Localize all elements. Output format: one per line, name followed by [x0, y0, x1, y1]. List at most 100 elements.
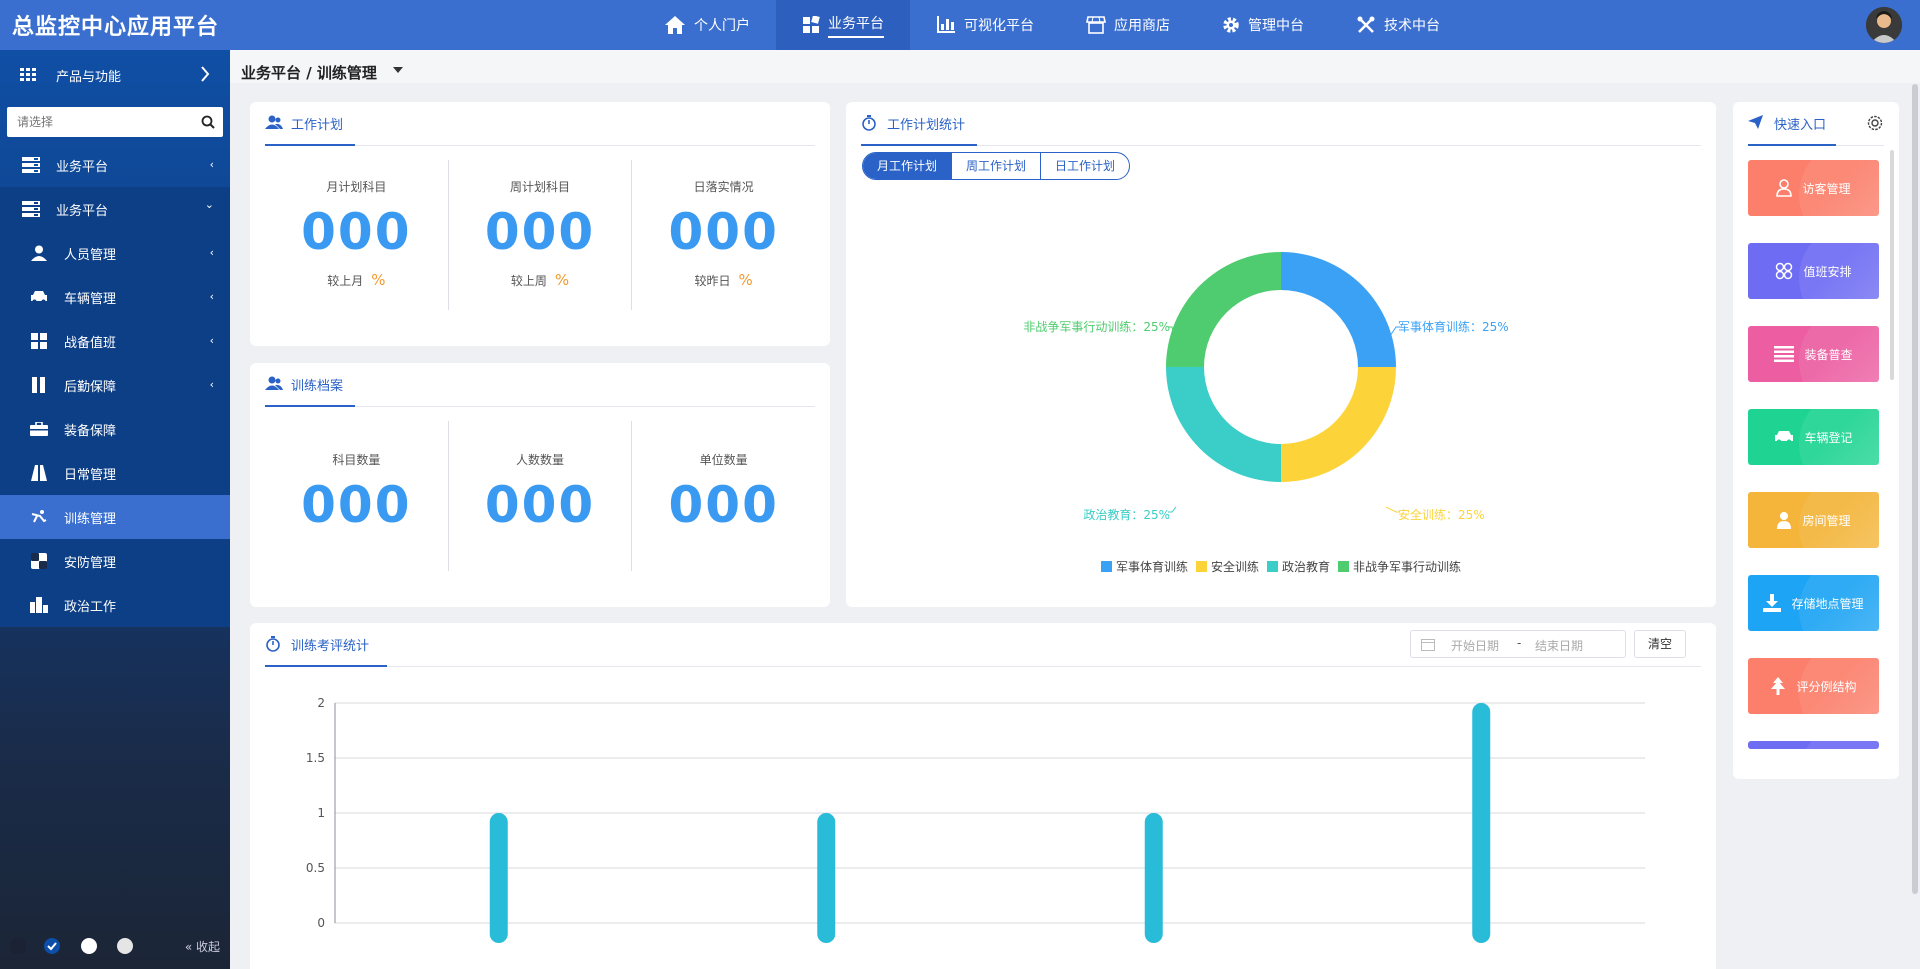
tab-week[interactable]: 周工作计划	[951, 153, 1040, 179]
download-icon	[1763, 594, 1782, 612]
grid-icon	[803, 16, 820, 33]
theme-dot-blue[interactable]	[44, 938, 60, 954]
topnav-portal[interactable]: 个人门户	[638, 0, 776, 50]
clear-button[interactable]: 清空	[1634, 630, 1686, 658]
page-scrollbar[interactable]	[1912, 84, 1918, 894]
breadcrumb: 业务平台 / 训练管理	[241, 64, 377, 82]
quick-entry-button[interactable]: 访客管理	[1748, 160, 1879, 216]
settings-icon[interactable]	[1866, 114, 1884, 132]
duty-icon	[1775, 262, 1793, 280]
legend-swatch	[1100, 561, 1112, 572]
topnav-store[interactable]: 应用商店	[1060, 0, 1196, 50]
quick-entry-card: 快速入口 访客管理值班安排装备普查车辆登记房间管理存储地点管理 评分例结构	[1733, 102, 1899, 779]
collapse-button[interactable]: « 收起	[185, 938, 220, 955]
donut-legend: 军事体育训练 安全训练 政治教育 非战争军事行动训练	[846, 558, 1716, 575]
legend-item[interactable]: 非战争军事行动训练	[1338, 558, 1461, 575]
training-archive-card: 训练档案 科目数量 000 人数数量 000 单位数量 000	[250, 363, 830, 607]
end-date-input[interactable]: 结束日期	[1535, 639, 1584, 653]
bar[interactable]	[1144, 813, 1163, 943]
quick-entry-scrollbar[interactable]	[1890, 150, 1894, 380]
quick-entry-button[interactable]: 存储地点管理	[1748, 575, 1879, 631]
legend-item[interactable]: 军事体育训练	[1100, 558, 1188, 575]
tab-month[interactable]: 月工作计划	[863, 153, 952, 179]
sidebar-item-daily[interactable]: 日常管理	[0, 451, 230, 495]
sidebar-header-label: 产品与功能	[56, 69, 122, 85]
card-title: 训练考评统计	[265, 635, 388, 667]
donut-slice[interactable]	[1281, 252, 1396, 367]
quick-entry-label: 装备普查	[1804, 347, 1853, 362]
legend-item[interactable]: 安全训练	[1195, 558, 1259, 575]
stat-week: 周计划科目 000 较上周%	[447, 160, 632, 310]
stat-value: 000	[668, 476, 779, 534]
stat-value: 000	[301, 476, 412, 534]
card-title-label: 工作计划	[291, 118, 344, 133]
stat-value: 000	[668, 203, 779, 261]
donut-label-line	[1385, 326, 1400, 343]
store-icon	[1086, 16, 1106, 34]
donut-slice[interactable]	[1166, 252, 1281, 367]
sidebar-item-political[interactable]: 政治工作	[0, 583, 230, 627]
work-plan-card: 工作计划 月计划科目 000 较上月% 周计划科目 000 较上周% 日落实情况…	[250, 102, 830, 346]
bar[interactable]	[817, 813, 836, 943]
building-icon	[30, 597, 48, 613]
stat-value: 000	[484, 476, 596, 534]
tab-day[interactable]: 日工作计划	[1040, 153, 1129, 179]
caret-down-icon[interactable]	[393, 67, 403, 73]
date-range-picker[interactable]: 开始日期 - 结束日期	[1410, 630, 1626, 658]
quick-entry-button[interactable]: 评分例结构	[1748, 658, 1879, 714]
card-header: 工作计划统计	[861, 102, 1701, 146]
bar[interactable]	[1472, 703, 1491, 943]
sidebar-search-input[interactable]	[7, 107, 223, 137]
quick-entry-button[interactable]: 房间管理	[1748, 492, 1879, 548]
caret-left-icon: ‹	[209, 290, 214, 303]
card-title-label: 快速入口	[1774, 118, 1827, 133]
topnav-admin[interactable]: 管理中台	[1196, 0, 1330, 50]
quick-entry-button-partial[interactable]	[1748, 741, 1879, 749]
grid-icon	[30, 333, 48, 349]
sidebar-item-business-1[interactable]: 业务平台 ‹	[0, 143, 230, 187]
quick-entry-button[interactable]: 车辆登记	[1748, 409, 1879, 465]
legend-item[interactable]: 政治教育	[1267, 558, 1330, 575]
visitor-icon	[1776, 179, 1793, 197]
sidebar-item-personnel[interactable]: 人员管理 ‹	[0, 231, 230, 275]
theme-dot-dark[interactable]	[10, 938, 26, 954]
card-title-label: 工作计划统计	[887, 118, 966, 133]
home-icon	[665, 16, 685, 34]
stat-compare-label: 较上周	[510, 274, 547, 288]
sidebar-item-logistics[interactable]: 后勤保障 ‹	[0, 363, 230, 407]
search-icon[interactable]	[201, 115, 215, 129]
topnav-tech[interactable]: 技术中台	[1330, 0, 1466, 50]
stat-day: 日落实情况 000 较昨日%	[631, 160, 815, 310]
card-header: 快速入口	[1748, 102, 1884, 146]
theme-dot-white[interactable]	[81, 938, 97, 954]
legend-label: 军事体育训练	[1115, 560, 1188, 574]
sidebar-item-vehicles[interactable]: 车辆管理 ‹	[0, 275, 230, 319]
stat-subjects: 科目数量 000	[265, 421, 448, 571]
start-date-input[interactable]: 开始日期	[1451, 639, 1500, 653]
columns-icon	[30, 377, 48, 393]
sidebar-item-label: 日常管理	[64, 467, 117, 483]
card-title: 工作计划统计	[861, 114, 978, 146]
briefcase-icon	[30, 422, 48, 436]
users-icon	[265, 376, 283, 390]
topnav-business[interactable]: 业务平台	[776, 0, 910, 50]
quick-entry-button[interactable]: 装备普查	[1748, 326, 1879, 382]
topnav-label: 应用商店	[1114, 18, 1170, 34]
topnav-visual[interactable]: 可视化平台	[910, 0, 1060, 50]
sidebar-item-business-2[interactable]: 业务平台 ⌄	[0, 187, 230, 231]
top-nav: 个人门户 业务平台 可视化平台 应用商店 管理中台 技术中台	[638, 0, 1466, 50]
donut-slice[interactable]	[1281, 367, 1396, 482]
sidebar-header[interactable]: 产品与功能	[0, 50, 230, 100]
stat-percent: %	[371, 271, 386, 289]
quick-entry-button[interactable]: 值班安排	[1748, 243, 1879, 299]
bar[interactable]	[489, 813, 508, 943]
sidebar-item-training[interactable]: 训练管理	[0, 495, 230, 539]
avatar[interactable]	[1866, 7, 1902, 43]
car-icon	[30, 290, 48, 304]
theme-dot-gray[interactable]	[117, 938, 133, 954]
donut-slice[interactable]	[1166, 367, 1281, 482]
sidebar-item-duty[interactable]: 战备值班 ‹	[0, 319, 230, 363]
sidebar-item-equipment[interactable]: 装备保障	[0, 407, 230, 451]
sidebar-item-label: 装备保障	[64, 423, 117, 439]
sidebar-item-security[interactable]: 安防管理	[0, 539, 230, 583]
